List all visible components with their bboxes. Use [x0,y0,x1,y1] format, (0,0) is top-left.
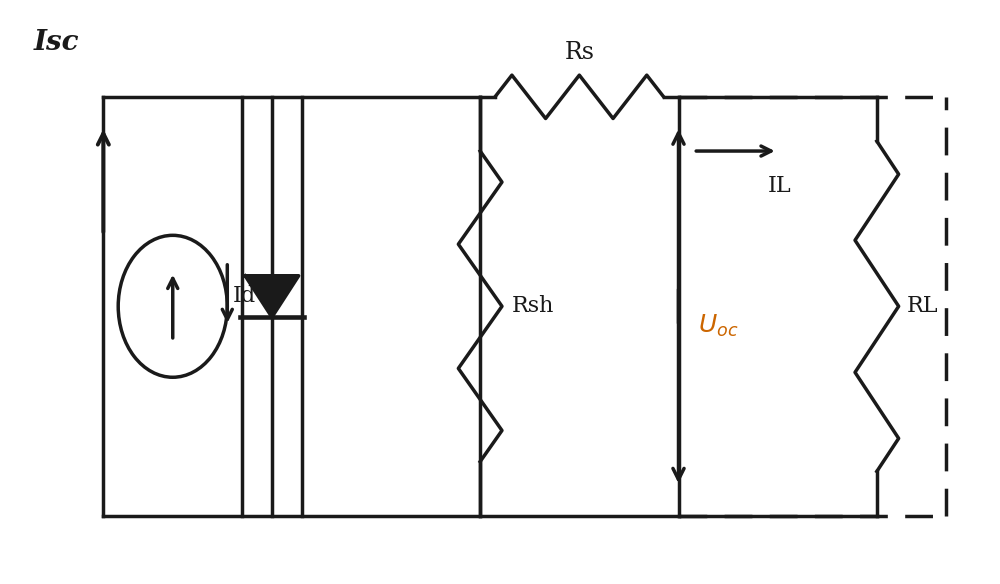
Text: Rsh: Rsh [512,296,554,317]
Text: Isc: Isc [34,29,79,56]
Polygon shape [245,276,299,317]
Text: Id: Id [232,286,256,307]
Text: $U_{oc}$: $U_{oc}$ [698,313,739,339]
Text: Rs: Rs [564,41,594,64]
Text: IL: IL [768,175,791,197]
Text: RL: RL [907,296,938,317]
